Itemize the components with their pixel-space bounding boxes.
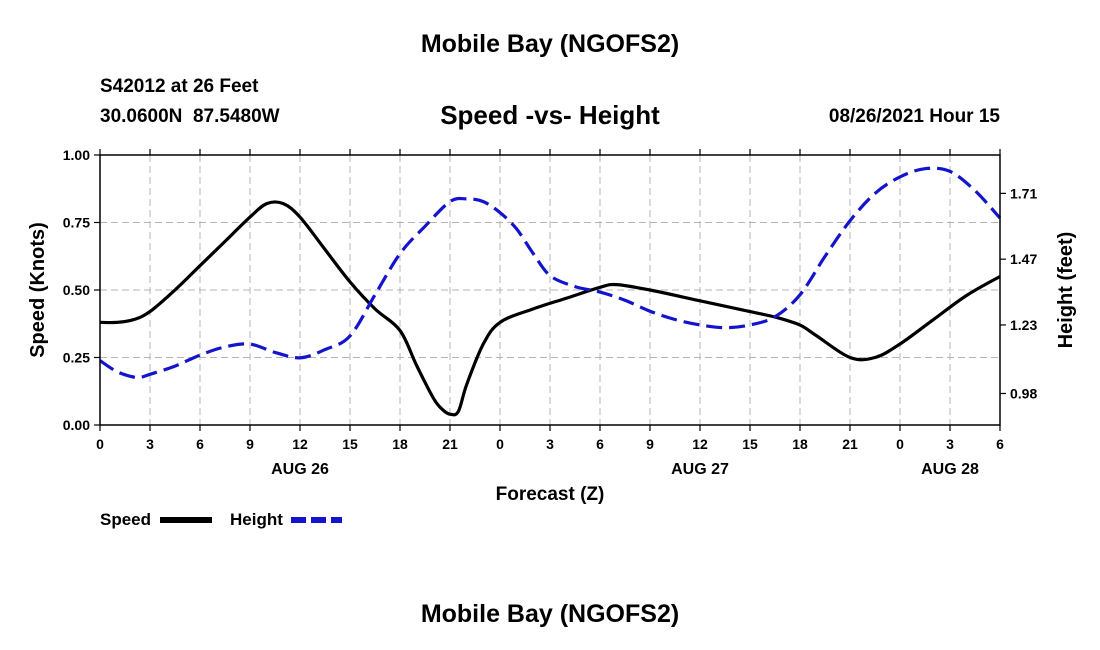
legend-speed-label: Speed — [100, 510, 151, 529]
footer-title: Mobile Bay (NGOFS2) — [420, 600, 680, 628]
station-label: S42012 at 26 Feet — [100, 76, 259, 97]
y2-tick-label: 1.23 — [1010, 317, 1037, 333]
x-tick-label: 12 — [692, 436, 708, 452]
height-series-line — [99, 166, 1002, 380]
x-tick-label: 3 — [946, 436, 954, 452]
x-tick-label: 21 — [442, 436, 458, 452]
x-tick-label: 15 — [742, 436, 758, 452]
grid-lines — [100, 155, 1000, 425]
speed-series-line — [99, 200, 1001, 417]
series-layer — [99, 166, 1002, 417]
page-title: Mobile Bay (NGOFS2) — [420, 30, 680, 58]
x-axis-label: Forecast (Z) — [496, 484, 605, 505]
x-tick-label: 21 — [842, 436, 858, 452]
y-tick-label: 0.50 — [63, 282, 90, 298]
x-tick-label: 12 — [292, 436, 308, 452]
x-tick-label: 6 — [596, 436, 604, 452]
x-tick-label: 18 — [792, 436, 808, 452]
x-tick-label: 0 — [896, 436, 904, 452]
x-tick-label: 6 — [996, 436, 1004, 452]
x-tick-label: 18 — [392, 436, 408, 452]
y2-tick-label: 0.98 — [1010, 385, 1037, 401]
y2-axis-label: Height (feet) — [1055, 232, 1077, 349]
y-axis-label: Speed (Knots) — [27, 222, 49, 358]
y-tick-label: 1.00 — [63, 147, 90, 163]
axes: 0 3 6 9 12 15 18 21 0 3 6 9 12 15 18 21 0 3 6 0.00 0.25 0.50 0… — [63, 147, 1038, 478]
date-label: AUG 28 — [921, 461, 979, 478]
chart-title: Speed -vs- Height — [440, 100, 660, 130]
x-tick-label: 9 — [246, 436, 254, 452]
y2-tick-label: 1.71 — [1010, 185, 1037, 201]
date-label: AUG 27 — [671, 461, 729, 478]
y2-tick-label: 1.47 — [1010, 251, 1037, 267]
x-tick-label: 9 — [646, 436, 654, 452]
x-tick-label: 6 — [196, 436, 204, 452]
x-tick-label: 3 — [146, 436, 154, 452]
x-tick-label: 0 — [496, 436, 504, 452]
x-tick-label: 0 — [96, 436, 104, 452]
legend-height-label: Height — [230, 510, 283, 529]
x-tick-label: 15 — [342, 436, 358, 452]
forecast-date-label: 08/26/2021 Hour 15 — [828, 106, 1000, 127]
y-tick-label: 0.75 — [63, 215, 90, 231]
coordinates-label: 30.0600N 87.5480W — [100, 106, 280, 127]
y-tick-label: 0.00 — [63, 417, 90, 433]
x-tick-label: 3 — [546, 436, 554, 452]
y-tick-label: 0.25 — [63, 350, 90, 366]
date-label: AUG 26 — [271, 461, 329, 478]
